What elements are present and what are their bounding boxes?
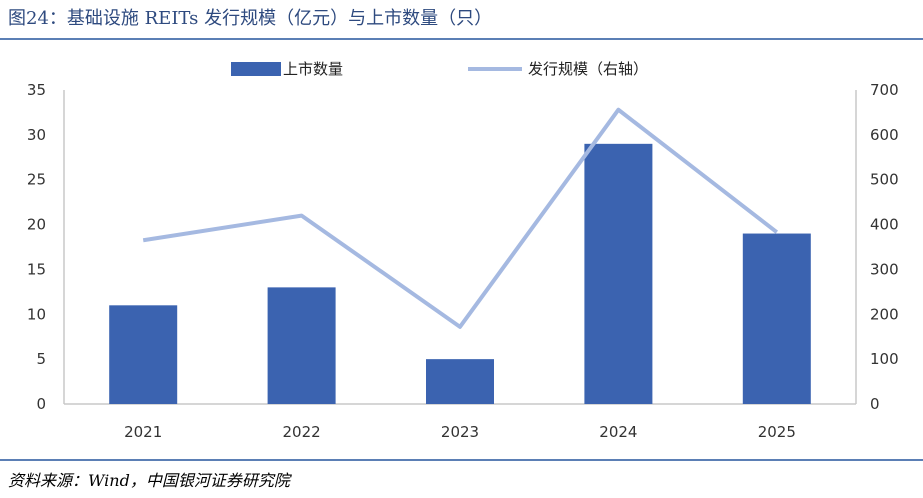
left-tick-label: 30 [27,126,46,144]
right-tick-label: 500 [870,171,899,189]
left-tick-label: 15 [27,260,46,278]
bar [267,287,336,404]
left-tick-label: 35 [27,81,46,99]
right-tick-label: 0 [870,395,880,413]
tick-labels: 0510152025303501002003004005006007002021… [27,81,899,441]
legend-bar-label: 上市数量 [283,60,343,78]
right-tick-label: 100 [870,350,899,368]
legend-line-label: 发行规模（右轴） [528,60,648,78]
right-tick-label: 300 [870,260,899,278]
bar [426,359,494,404]
figure-title: 图24：基础设施 REITs 发行规模（亿元）与上市数量（只） [8,8,493,29]
bar [742,233,811,404]
title-rule [0,38,923,40]
x-tick-label: 2022 [283,423,321,441]
x-tick-label: 2025 [758,423,796,441]
right-tick-label: 600 [870,126,899,144]
right-tick-label: 400 [870,216,899,234]
scale-series-line [142,107,779,329]
left-tick-label: 20 [27,216,46,234]
legend-bar-swatch [231,62,281,76]
right-tick-label: 200 [870,305,899,323]
bar [584,143,653,405]
x-tick-label: 2021 [124,423,162,441]
left-tick-label: 0 [36,395,46,413]
right-tick-label: 700 [870,81,899,99]
scale-line [142,107,779,329]
bar [109,305,178,404]
x-tick-label: 2023 [441,423,479,441]
source-rule [0,459,923,461]
x-tick-label: 2024 [599,423,637,441]
bars [109,143,811,405]
source-note: 资料来源：Wind，中国银河证券研究院 [8,471,290,490]
left-tick-label: 25 [27,171,46,189]
left-tick-label: 10 [27,305,46,323]
left-tick-label: 5 [36,350,46,368]
legend: 上市数量 发行规模（右轴） [231,60,648,78]
axes [63,90,857,405]
